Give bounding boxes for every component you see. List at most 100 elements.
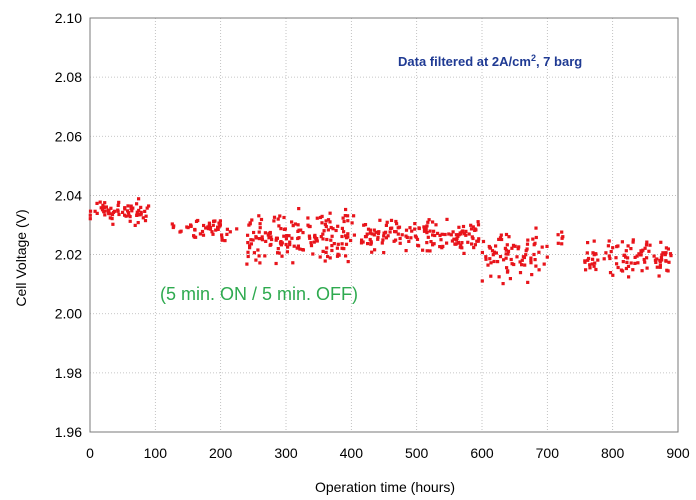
data-point [135, 202, 139, 206]
data-point [189, 224, 193, 228]
data-point [433, 233, 437, 238]
data-point [326, 228, 330, 232]
data-point [249, 238, 253, 242]
data-point [212, 219, 216, 223]
data-point [335, 246, 339, 250]
x-tick-label: 300 [274, 445, 298, 461]
data-point [108, 216, 112, 220]
y-tick-label: 2.10 [55, 10, 82, 26]
data-point [143, 209, 147, 213]
data-point [505, 270, 510, 274]
data-point [308, 236, 312, 240]
data-point [257, 237, 261, 241]
data-point [404, 249, 408, 253]
data-point [88, 209, 93, 213]
data-point [658, 264, 662, 268]
data-point [398, 241, 402, 245]
data-point [626, 264, 631, 268]
data-point [297, 228, 301, 232]
data-point [525, 242, 530, 246]
data-point [590, 262, 594, 266]
data-point [329, 225, 333, 230]
data-point [269, 235, 273, 239]
data-point [110, 217, 114, 221]
data-point [296, 236, 300, 241]
data-point [426, 235, 430, 239]
data-point [428, 229, 432, 233]
data-point [629, 261, 633, 265]
data-point [596, 258, 600, 262]
data-point [657, 274, 661, 278]
data-point [585, 251, 589, 255]
data-point [260, 235, 264, 239]
data-point [664, 246, 668, 250]
data-point [445, 241, 449, 245]
data-point [328, 220, 332, 224]
data-point [489, 261, 493, 265]
data-point [484, 257, 488, 261]
data-point [88, 213, 92, 217]
data-point [587, 256, 591, 261]
data-point [454, 233, 458, 237]
data-point [129, 206, 133, 210]
data-point [513, 244, 517, 248]
data-point [129, 204, 133, 208]
data-point [292, 244, 296, 248]
data-point [425, 224, 429, 228]
data-point [179, 229, 183, 233]
data-point [147, 204, 151, 208]
data-point [103, 213, 107, 217]
data-point [532, 252, 536, 257]
data-point [307, 224, 311, 229]
data-point [515, 255, 519, 259]
data-point [384, 223, 388, 227]
data-point [171, 225, 175, 230]
data-point [314, 238, 318, 242]
data-point [285, 250, 289, 254]
data-point [523, 263, 527, 267]
data-point [382, 251, 386, 255]
data-point [324, 224, 328, 229]
data-point [518, 271, 523, 275]
data-point [343, 214, 347, 218]
data-point [424, 226, 428, 230]
data-point [583, 259, 587, 263]
data-point [248, 246, 252, 250]
data-point [491, 253, 495, 257]
data-point [328, 211, 332, 215]
data-point [486, 263, 490, 267]
data-point [560, 242, 564, 246]
data-point [461, 224, 466, 229]
data-point [497, 275, 501, 279]
data-point [390, 226, 394, 230]
data-point [466, 240, 470, 244]
data-point [526, 280, 530, 284]
data-point [290, 236, 294, 240]
data-point [88, 217, 92, 221]
data-point [413, 222, 417, 226]
data-point [376, 231, 380, 235]
data-point [405, 235, 409, 239]
data-point [531, 237, 535, 241]
data-point [288, 243, 292, 247]
data-point [640, 269, 644, 273]
data-point [592, 264, 596, 268]
data-point [254, 235, 258, 239]
data-point [413, 227, 417, 231]
data-point [537, 250, 541, 254]
data-point [286, 245, 290, 249]
data-point [517, 245, 521, 249]
data-point [378, 218, 382, 222]
data-point [652, 254, 656, 258]
data-point [279, 242, 283, 247]
data-point [669, 254, 673, 258]
data-point [633, 261, 637, 265]
data-point [462, 251, 466, 255]
data-point [144, 214, 148, 218]
data-point [334, 228, 338, 233]
data-point [545, 255, 549, 259]
data-point [99, 206, 103, 210]
data-point [431, 243, 435, 247]
data-point [408, 226, 412, 230]
data-point [626, 256, 630, 260]
